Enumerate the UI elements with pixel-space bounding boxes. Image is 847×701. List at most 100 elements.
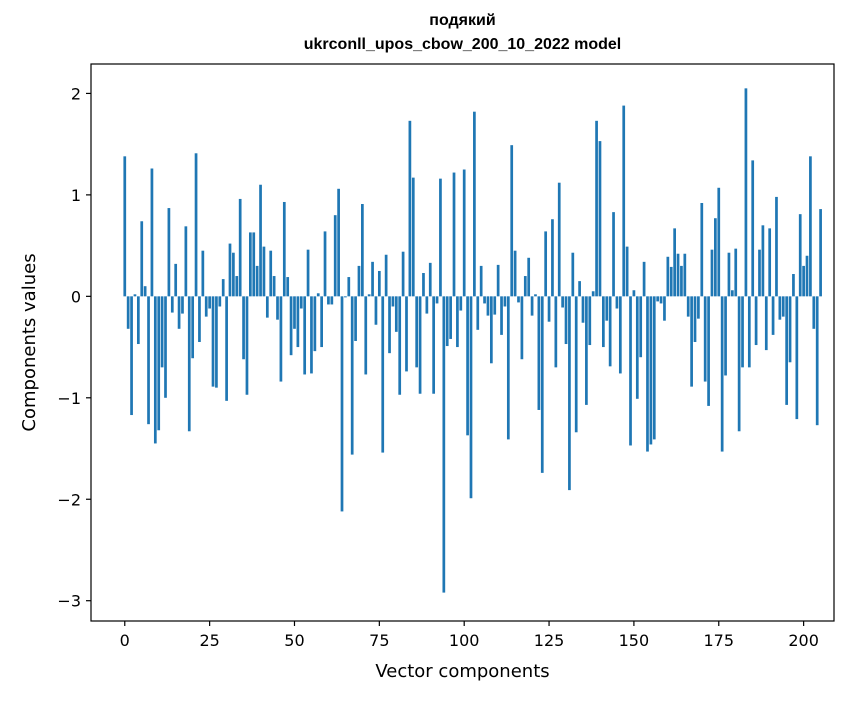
bar xyxy=(788,296,792,363)
bar xyxy=(456,296,459,348)
bar xyxy=(204,296,208,317)
bar xyxy=(157,296,161,431)
bar xyxy=(238,198,242,297)
bar xyxy=(561,296,564,308)
bar xyxy=(286,277,290,297)
bar xyxy=(785,296,789,405)
bar xyxy=(652,296,656,440)
x-axis-label: Vector components xyxy=(375,661,549,682)
bar xyxy=(439,178,442,297)
x-tick-label: 200 xyxy=(788,631,819,650)
bar xyxy=(792,274,795,297)
bar xyxy=(323,231,327,297)
bar xyxy=(581,296,585,323)
bar xyxy=(187,296,191,432)
bar xyxy=(639,296,643,358)
bar xyxy=(401,251,405,297)
bar xyxy=(262,246,266,297)
bar xyxy=(615,296,619,309)
bar xyxy=(588,296,592,346)
bar xyxy=(398,296,402,395)
bar xyxy=(686,296,690,317)
bar xyxy=(537,296,541,410)
bar xyxy=(479,265,483,297)
bar xyxy=(775,196,778,297)
bar xyxy=(242,296,245,360)
bar xyxy=(337,188,340,297)
x-tick-label: 50 xyxy=(284,631,304,650)
bar xyxy=(771,296,775,335)
bar xyxy=(462,169,466,297)
bar xyxy=(741,296,744,368)
bar xyxy=(194,153,198,297)
bar xyxy=(554,296,558,368)
bar xyxy=(673,228,676,297)
bar xyxy=(551,219,554,297)
bar xyxy=(618,296,622,374)
chart-title-model: ukrconll_upos_cbow_200_10_2022 model xyxy=(303,36,622,53)
bar xyxy=(164,296,167,398)
bar xyxy=(327,296,330,305)
bar xyxy=(388,296,391,354)
bars xyxy=(123,88,822,593)
bar xyxy=(394,296,398,332)
bar xyxy=(680,265,683,297)
bar xyxy=(714,218,717,297)
bar xyxy=(452,172,456,297)
bar xyxy=(306,249,310,297)
x-axis-ticks: 0 25 50 75 100 125 150 175 200 xyxy=(120,621,819,650)
bar xyxy=(707,296,710,406)
bar xyxy=(374,296,378,325)
bar xyxy=(459,296,463,311)
bar xyxy=(690,296,693,387)
bar xyxy=(747,296,751,368)
bar xyxy=(381,296,385,453)
bar xyxy=(527,257,531,297)
bar xyxy=(720,296,724,452)
bar xyxy=(371,261,374,297)
bar xyxy=(265,296,269,318)
bar xyxy=(347,277,351,297)
bar xyxy=(544,231,548,297)
bar xyxy=(530,296,534,316)
bar xyxy=(557,182,561,297)
bar xyxy=(761,225,765,297)
bar xyxy=(405,296,408,372)
bar xyxy=(564,296,568,345)
bar xyxy=(523,276,527,297)
bar xyxy=(133,294,137,297)
bar xyxy=(744,88,748,297)
bar xyxy=(469,296,473,499)
bar xyxy=(764,296,768,351)
bar xyxy=(272,276,276,297)
bar xyxy=(160,296,164,368)
bar xyxy=(809,156,812,297)
bar xyxy=(700,202,704,297)
bar xyxy=(215,296,218,388)
bar xyxy=(354,296,357,341)
x-tick-label: 100 xyxy=(449,631,480,650)
bar xyxy=(367,294,371,297)
bar xyxy=(191,296,195,359)
bar xyxy=(632,290,636,297)
bar xyxy=(595,120,598,297)
bar xyxy=(415,296,419,368)
bar xyxy=(177,296,181,329)
bar xyxy=(568,296,571,491)
bar xyxy=(232,252,235,297)
bar xyxy=(445,296,449,347)
bar xyxy=(170,296,174,313)
bar xyxy=(591,291,595,297)
bar xyxy=(310,296,313,374)
bar xyxy=(255,265,259,297)
bar xyxy=(778,296,782,320)
bar xyxy=(225,296,228,401)
bar xyxy=(730,290,734,297)
bar xyxy=(547,296,551,322)
bar xyxy=(432,296,436,394)
bar xyxy=(819,209,822,297)
bar xyxy=(574,296,578,433)
bar xyxy=(571,252,575,297)
